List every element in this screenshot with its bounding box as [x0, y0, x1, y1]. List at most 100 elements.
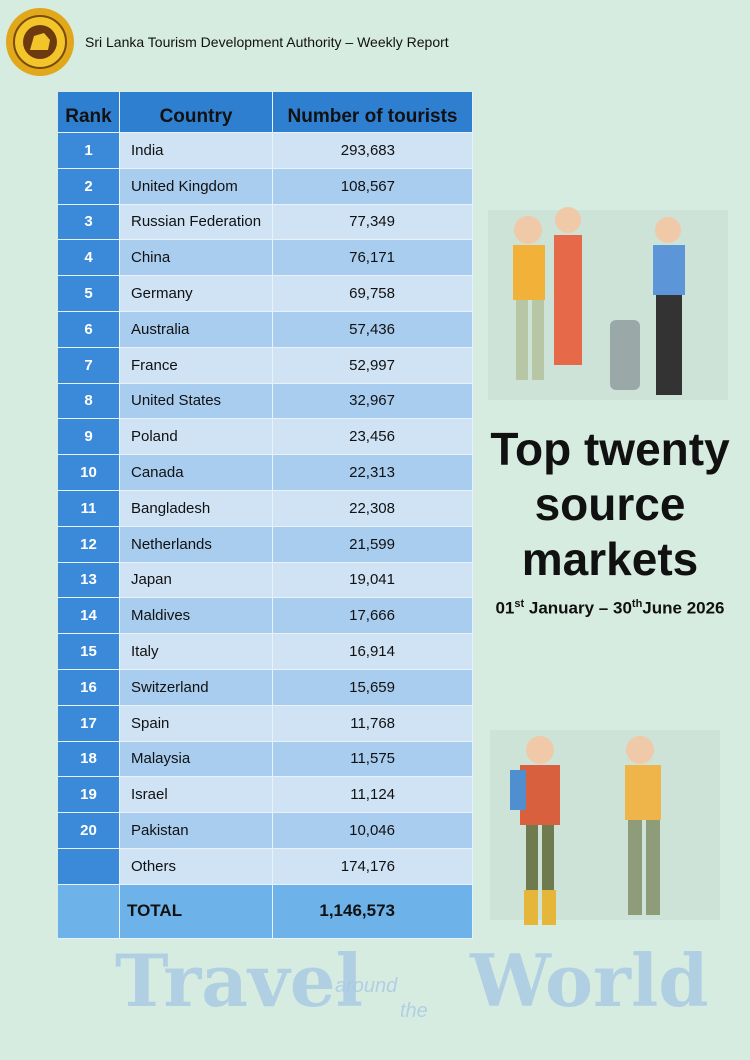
rank: 4: [58, 240, 120, 277]
tourist-count: 52,997: [273, 347, 473, 384]
table-row: 13 Japan 19,041: [58, 562, 473, 599]
rank: 16: [58, 670, 120, 706]
country: Netherlands: [120, 526, 273, 563]
tourist-count: 32,967: [273, 383, 473, 420]
country: India: [120, 133, 273, 169]
total-value: 1,146,573: [273, 884, 473, 939]
country: Germany: [120, 276, 273, 312]
country: Switzerland: [120, 670, 273, 706]
country: Spain: [120, 705, 273, 742]
date-range: 01st January – 30thJune 2026: [470, 598, 750, 619]
tourist-count: 77,349: [273, 204, 473, 241]
country: Malaysia: [120, 741, 273, 778]
country: United Kingdom: [120, 168, 273, 205]
table-row: Rank Country Number of tourists: [58, 92, 473, 133]
table-row: TOTAL 1,146,573: [58, 884, 473, 939]
country: Italy: [120, 634, 273, 670]
date-part: 01: [495, 598, 515, 618]
rank: 19: [58, 777, 120, 814]
logo: [6, 8, 74, 76]
table-row: 20 Pakistan 10,046: [58, 813, 473, 849]
tourist-count: 293,683: [273, 133, 473, 169]
tourist-count: 23,456: [273, 419, 473, 456]
rank: 15: [58, 634, 120, 670]
side-title: source: [534, 478, 686, 530]
tourist-count: 174,176: [273, 849, 473, 885]
rank: 7: [58, 347, 120, 384]
tourist-count: 15,659: [273, 670, 473, 706]
rank: 13: [58, 562, 120, 599]
table-row: 18 Malaysia 11,575: [58, 741, 473, 778]
header-title: Sri Lanka Tourism Development Authority …: [85, 34, 449, 50]
date-part: st: [514, 598, 525, 610]
rank-blank: [58, 849, 120, 885]
column-header: Number of tourists: [273, 92, 473, 133]
rank: 11: [58, 491, 120, 527]
banner-word: around: [335, 975, 398, 997]
rank: 6: [58, 312, 120, 348]
rank: 1: [58, 133, 120, 169]
tourist-count: 76,171: [273, 240, 473, 277]
table-row: 7 France 52,997: [58, 347, 473, 384]
tourist-count: 69,758: [273, 276, 473, 312]
tourist-count: 19,041: [273, 562, 473, 599]
table-row: 1 India 293,683: [58, 133, 473, 169]
rank: 18: [58, 741, 120, 778]
table-row: 14 Maldives 17,666: [58, 598, 473, 635]
tourist-count: 21,599: [273, 526, 473, 563]
table-row: 19 Israel 11,124: [58, 777, 473, 814]
table-row: 17 Spain 11,768: [58, 705, 473, 742]
table-row: 3 Russian Federation 77,349: [58, 204, 473, 241]
country: Japan: [120, 562, 273, 599]
table-row: 12 Netherlands 21,599: [58, 526, 473, 563]
tourist-count: 22,313: [273, 455, 473, 491]
rank: 8: [58, 383, 120, 420]
country: Pakistan: [120, 813, 273, 849]
date-part: January – 30: [524, 598, 632, 618]
country: China: [120, 240, 273, 277]
rank: 12: [58, 526, 120, 563]
tourist-count: 10,046: [273, 813, 473, 849]
table-row: 16 Switzerland 15,659: [58, 670, 473, 706]
table-row: 8 United States 32,967: [58, 383, 473, 420]
country: Australia: [120, 312, 273, 348]
table-row: 15 Italy 16,914: [58, 634, 473, 670]
tourist-count: 108,567: [273, 168, 473, 205]
country: Maldives: [120, 598, 273, 635]
rank: 5: [58, 276, 120, 312]
couple-illustration: [490, 730, 720, 925]
banner-word: Travel: [115, 938, 363, 1023]
table-row: 2 United Kingdom 108,567: [58, 168, 473, 205]
rank: 20: [58, 813, 120, 849]
tourist-count: 22,308: [273, 491, 473, 527]
country: Bangladesh: [120, 491, 273, 527]
banner-word: World: [470, 938, 709, 1023]
country: Israel: [120, 777, 273, 814]
country: Others: [120, 849, 273, 885]
rank: 10: [58, 455, 120, 491]
column-header: Rank: [58, 92, 120, 133]
tourist-count: 11,768: [273, 705, 473, 742]
table-row: 6 Australia 57,436: [58, 312, 473, 348]
country: Poland: [120, 419, 273, 456]
rank: 2: [58, 168, 120, 205]
table-row: Others 174,176: [58, 849, 473, 885]
rank-blank: [58, 884, 120, 939]
date-part: June 2026: [642, 598, 725, 618]
table-row: 5 Germany 69,758: [58, 276, 473, 312]
country: Canada: [120, 455, 273, 491]
tourist-count: 16,914: [273, 634, 473, 670]
table-row: 11 Bangladesh 22,308: [58, 491, 473, 527]
tourist-count: 17,666: [273, 598, 473, 635]
country: France: [120, 347, 273, 384]
travelers-illustration: [488, 207, 728, 400]
date-part: th: [631, 598, 643, 610]
rank: 3: [58, 204, 120, 241]
total-label: TOTAL: [120, 884, 273, 939]
table-row: 9 Poland 23,456: [58, 419, 473, 456]
rank: 9: [58, 419, 120, 456]
side-title: Top twenty: [490, 423, 730, 475]
banner-word: the: [400, 1000, 428, 1022]
table-row: 4 China 76,171: [58, 240, 473, 277]
